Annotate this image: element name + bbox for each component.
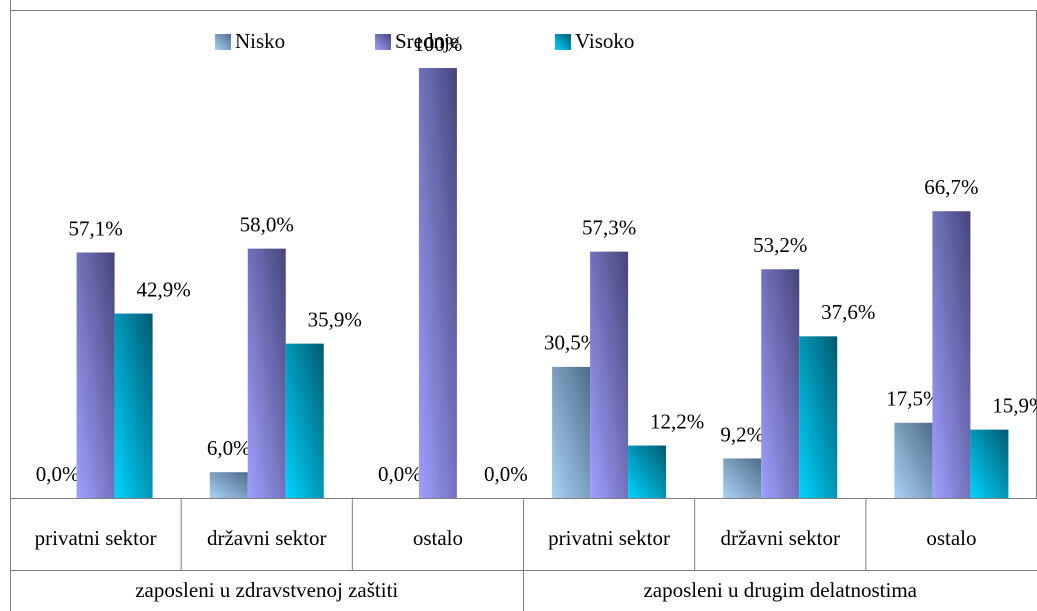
bar bbox=[285, 343, 324, 498]
data-label: 0,0% bbox=[484, 462, 528, 486]
legend-swatch bbox=[375, 34, 391, 50]
data-label: 58,0% bbox=[240, 212, 294, 236]
x-tick-label: državni sektor bbox=[207, 526, 327, 550]
data-label: 9,2% bbox=[720, 422, 764, 446]
legend-swatch bbox=[555, 34, 571, 50]
group-label: zaposleni u drugim delatnostima bbox=[643, 578, 917, 602]
x-tick-label: ostalo bbox=[926, 526, 976, 550]
group-label: zaposleni u zdravstvenoj zaštiti bbox=[135, 578, 398, 602]
legend-label: Srednje bbox=[395, 29, 459, 53]
data-label: 100% bbox=[413, 32, 462, 56]
data-label: 12,2% bbox=[650, 409, 704, 433]
bar bbox=[209, 472, 248, 498]
data-label: 66,7% bbox=[924, 175, 978, 199]
data-label: 0,0% bbox=[378, 462, 422, 486]
bar bbox=[932, 211, 971, 499]
bar bbox=[114, 313, 153, 498]
bar bbox=[590, 251, 629, 498]
bar bbox=[76, 252, 115, 498]
bar bbox=[418, 68, 457, 498]
bar bbox=[552, 366, 591, 498]
x-tick-label: ostalo bbox=[413, 526, 463, 550]
data-label: 37,6% bbox=[821, 300, 875, 324]
legend-label: Nisko bbox=[235, 29, 285, 53]
data-label: 0,0% bbox=[36, 462, 80, 486]
data-label: 17,5% bbox=[886, 387, 940, 411]
bar bbox=[799, 336, 838, 498]
legend-label: Visoko bbox=[575, 29, 634, 53]
data-label: 15,9% bbox=[992, 393, 1037, 417]
bar bbox=[723, 458, 762, 498]
data-label: 35,9% bbox=[308, 307, 362, 331]
data-label: 42,9% bbox=[136, 277, 190, 301]
data-label: 53,2% bbox=[753, 233, 807, 257]
bar bbox=[761, 269, 800, 498]
x-tick-label: privatni sektor bbox=[548, 526, 670, 550]
x-tick-label: državni sektor bbox=[720, 526, 840, 550]
bar bbox=[894, 422, 933, 498]
bar bbox=[970, 429, 1009, 498]
data-label: 30,5% bbox=[544, 331, 598, 355]
x-tick-label: privatni sektor bbox=[35, 526, 157, 550]
legend-swatch bbox=[215, 34, 231, 50]
bar bbox=[628, 445, 667, 498]
data-label: 6,0% bbox=[207, 436, 251, 460]
data-label: 57,3% bbox=[582, 215, 636, 239]
bar bbox=[247, 248, 286, 498]
data-label: 57,1% bbox=[68, 216, 122, 240]
